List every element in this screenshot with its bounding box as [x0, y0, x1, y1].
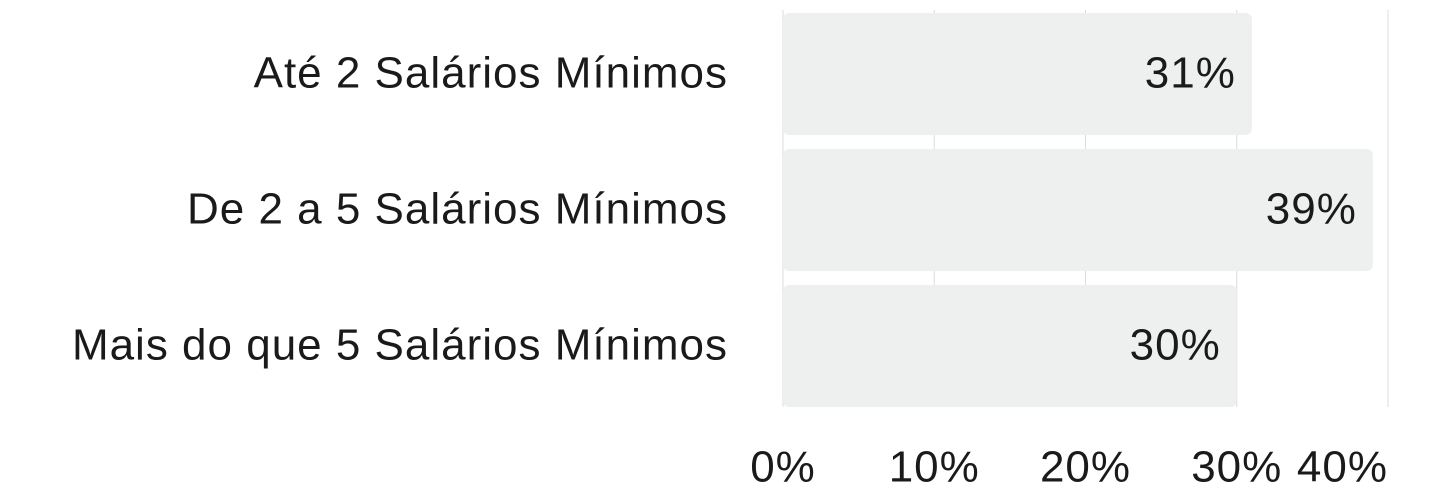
bar: [783, 149, 1373, 271]
x-tick-label: 20%: [1040, 443, 1131, 492]
bar: [783, 285, 1237, 407]
x-tick-label: 30%: [1191, 443, 1282, 492]
y-tick-label: Mais do que 5 Salários Mínimos: [72, 321, 728, 370]
bar: [783, 13, 1252, 135]
value-label: 39%: [1266, 185, 1357, 234]
x-tick-label: 40%: [1297, 443, 1388, 492]
x-tick-label: 0%: [750, 443, 816, 492]
value-label: 30%: [1130, 321, 1221, 370]
value-label: 31%: [1145, 49, 1236, 98]
y-tick-label: Até 2 Salários Mínimos: [254, 49, 728, 98]
x-tick-label: 10%: [889, 443, 980, 492]
y-tick-label: De 2 a 5 Salários Mínimos: [187, 185, 728, 234]
